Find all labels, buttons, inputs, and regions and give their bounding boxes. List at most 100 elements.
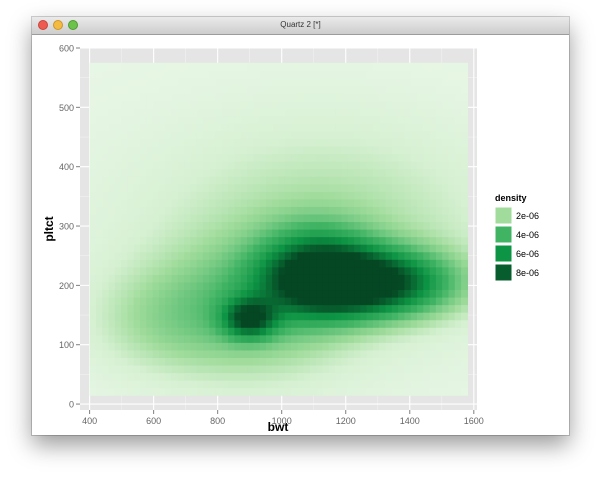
density-cell [114,161,122,170]
density-cell [221,327,229,336]
density-cell [265,138,273,147]
density-cell [347,100,355,109]
density-cell [354,281,361,291]
density-cell [158,312,166,321]
density-cell [89,191,97,200]
density-cell [448,70,456,79]
density-cell [228,259,236,268]
density-cell [360,334,368,343]
density-cell [215,259,223,268]
density-cell [265,274,273,283]
density-cell [291,77,298,87]
density-cell [316,176,324,185]
density-cell [190,342,198,351]
density-cell [442,85,450,94]
density-cell [328,236,336,245]
density-cell [366,296,374,306]
density-cell [89,334,97,343]
density-cell [328,206,336,215]
density-cell [95,342,103,351]
density-cell [435,176,443,185]
density-cell [184,145,191,155]
density-cell [360,380,368,389]
density-cell [341,281,349,291]
minimize-button[interactable] [53,20,63,30]
density-cell [435,334,443,343]
density-cell [372,62,380,71]
density-cell [190,183,198,192]
density-cell [347,327,355,336]
density-cell [404,153,412,162]
density-cell [309,123,317,132]
density-cell [316,62,324,71]
density-cell [177,70,185,79]
density-cell [152,274,160,283]
density-cell [165,138,173,147]
density-cell [171,289,179,298]
density-cell [385,387,393,396]
density-cell [190,357,198,366]
window-titlebar[interactable]: Quartz 2 [*] [32,17,569,35]
density-cell [121,364,128,374]
density-cell [372,244,380,253]
density-cell [265,372,273,381]
density-cell [196,319,204,328]
density-cell [102,100,110,109]
density-cell [240,296,248,306]
density-cell [328,77,336,87]
density-cell [360,153,368,162]
density-cell [366,342,374,351]
density-cell [234,380,242,389]
density-cell [121,70,128,79]
density-cell [354,304,361,313]
density-cell [410,108,418,117]
density-cell [253,168,261,177]
density-cell [454,93,462,102]
density-cell [102,93,110,102]
density-cell [247,108,254,117]
density-cell [196,70,204,79]
density-cell [461,206,468,215]
density-cell [335,274,343,283]
density-cell [184,161,191,170]
density-cell [328,70,336,79]
density-cell [146,259,154,268]
density-cell [133,380,141,389]
density-cell [240,380,248,389]
density-cell [102,191,110,200]
close-button[interactable] [38,20,48,30]
density-cell [335,221,343,230]
zoom-button[interactable] [68,20,78,30]
density-cell [221,274,229,283]
density-cell [461,327,468,336]
density-cell [391,62,399,71]
density-cell [247,70,254,79]
density-cell [347,342,355,351]
density-cell [114,259,122,268]
density-cell [372,198,380,207]
density-cell [291,161,298,170]
density-cell [354,115,361,124]
density-cell [423,77,431,87]
density-cell [360,198,368,207]
density-cell [247,266,254,275]
density-cell [354,229,361,238]
density-cell [121,312,128,321]
density-cell [221,296,229,306]
density-cell [202,236,210,245]
density-cell [152,108,160,117]
density-cell [303,213,311,223]
density-cell [165,108,173,117]
density-cell [228,183,236,192]
density-cell [152,85,160,94]
density-cell [360,244,368,253]
density-cell [184,221,191,230]
density-cell [435,259,443,268]
density-cell [278,198,286,207]
density-cell [366,327,374,336]
density-cell [379,236,387,245]
density-cell [391,115,399,124]
density-cell [184,229,191,238]
density-cell [366,229,374,238]
density-cell [417,357,424,366]
